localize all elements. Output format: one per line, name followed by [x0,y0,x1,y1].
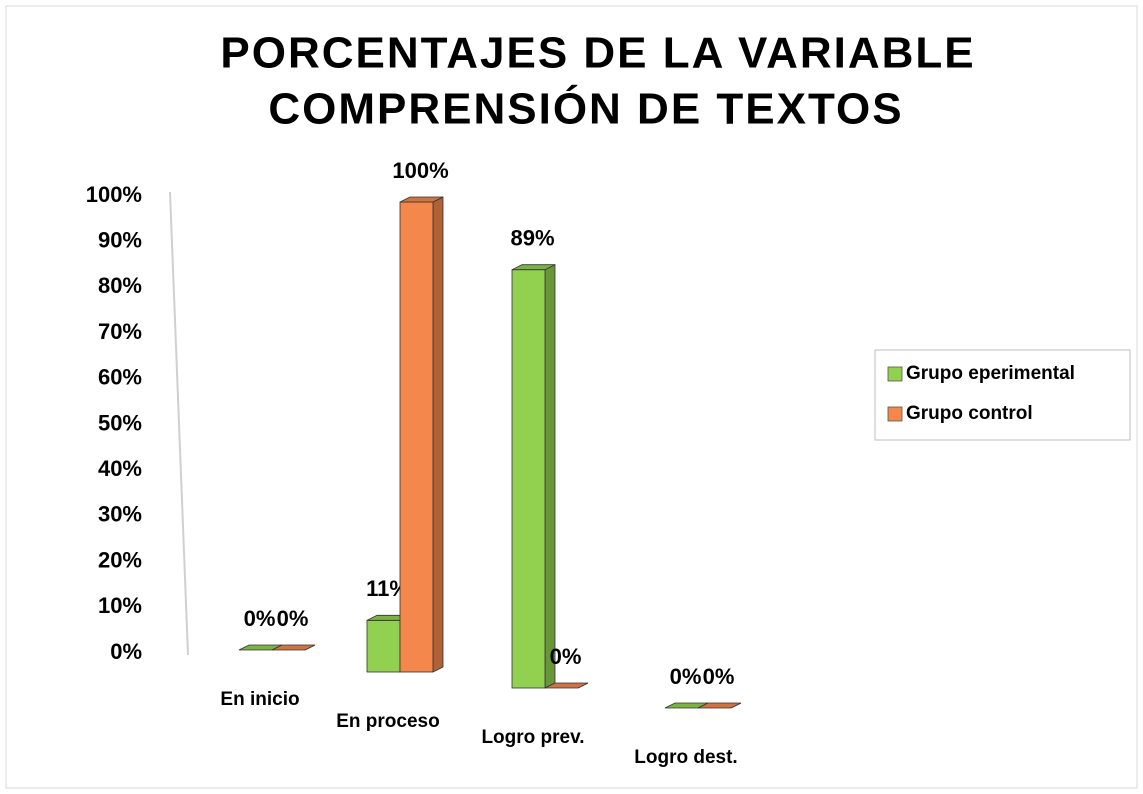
x-tick-label: En inicio [220,689,299,710]
y-tick-label: 40% [98,456,142,481]
value-label: 0% [670,664,702,689]
bar-top [271,644,316,651]
bar-side [432,196,444,673]
legend-label: Grupo eperimental [906,363,1075,384]
value-label: 0% [703,664,735,689]
y-tick-label: 30% [98,502,142,527]
chart-title: PORCENTAJES DE LA VARIABLE [220,29,975,78]
bar [544,682,589,689]
bar [399,196,444,673]
bar [697,702,742,709]
y-tick-label: 50% [98,410,142,435]
bar-side [544,264,556,689]
bar-top [697,702,742,709]
y-tick-label: 10% [98,593,142,618]
y-tick-label: 90% [98,228,142,253]
value-label: 100% [392,158,448,183]
x-tick-label: Logro prev. [481,727,584,748]
legend-box [874,349,1131,441]
bar-top [544,682,589,689]
y-tick-label: 60% [98,365,142,390]
y-tick-label: 0% [110,639,142,664]
value-label: 89% [510,226,554,251]
y-tick-label: 20% [98,547,142,572]
value-label: 0% [244,606,276,631]
value-label: 0% [277,606,309,631]
bar-top [511,264,556,271]
bar-front [399,201,434,673]
legend-label: Grupo control [906,403,1033,424]
chart-title: COMPRENSIÓN DE TEXTOS [268,84,903,134]
axis-line [169,191,189,656]
bar-front [511,269,546,689]
legend-swatch [887,366,903,382]
x-tick-label: Logro dest. [634,747,737,768]
legend-swatch [887,406,903,422]
y-tick-label: 70% [98,319,142,344]
bar [271,644,316,651]
bar-front [366,619,401,673]
bar [511,264,556,689]
x-tick-label: En proceso [336,711,439,732]
bar-top [399,196,444,203]
value-label: 0% [550,644,582,669]
y-tick-label: 80% [98,273,142,298]
y-tick-label: 100% [86,182,142,207]
